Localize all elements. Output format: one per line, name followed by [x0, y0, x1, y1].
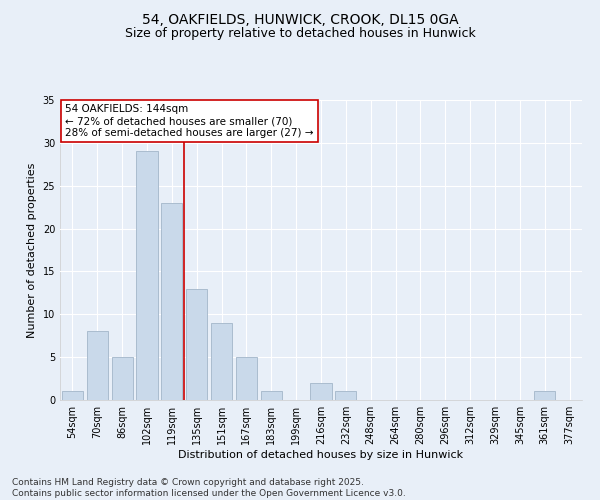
- Bar: [136, 152, 158, 400]
- Text: Size of property relative to detached houses in Hunwick: Size of property relative to detached ho…: [125, 28, 475, 40]
- Bar: [310, 383, 332, 400]
- Bar: [534, 392, 555, 400]
- Bar: [261, 392, 282, 400]
- Bar: [186, 288, 207, 400]
- Bar: [211, 323, 232, 400]
- Text: 54 OAKFIELDS: 144sqm
← 72% of detached houses are smaller (70)
28% of semi-detac: 54 OAKFIELDS: 144sqm ← 72% of detached h…: [65, 104, 314, 138]
- Bar: [161, 203, 182, 400]
- Bar: [87, 332, 108, 400]
- Y-axis label: Number of detached properties: Number of detached properties: [27, 162, 37, 338]
- Text: Contains HM Land Registry data © Crown copyright and database right 2025.
Contai: Contains HM Land Registry data © Crown c…: [12, 478, 406, 498]
- Bar: [236, 357, 257, 400]
- X-axis label: Distribution of detached houses by size in Hunwick: Distribution of detached houses by size …: [178, 450, 464, 460]
- Text: 54, OAKFIELDS, HUNWICK, CROOK, DL15 0GA: 54, OAKFIELDS, HUNWICK, CROOK, DL15 0GA: [142, 12, 458, 26]
- Bar: [112, 357, 133, 400]
- Bar: [335, 392, 356, 400]
- Bar: [62, 392, 83, 400]
